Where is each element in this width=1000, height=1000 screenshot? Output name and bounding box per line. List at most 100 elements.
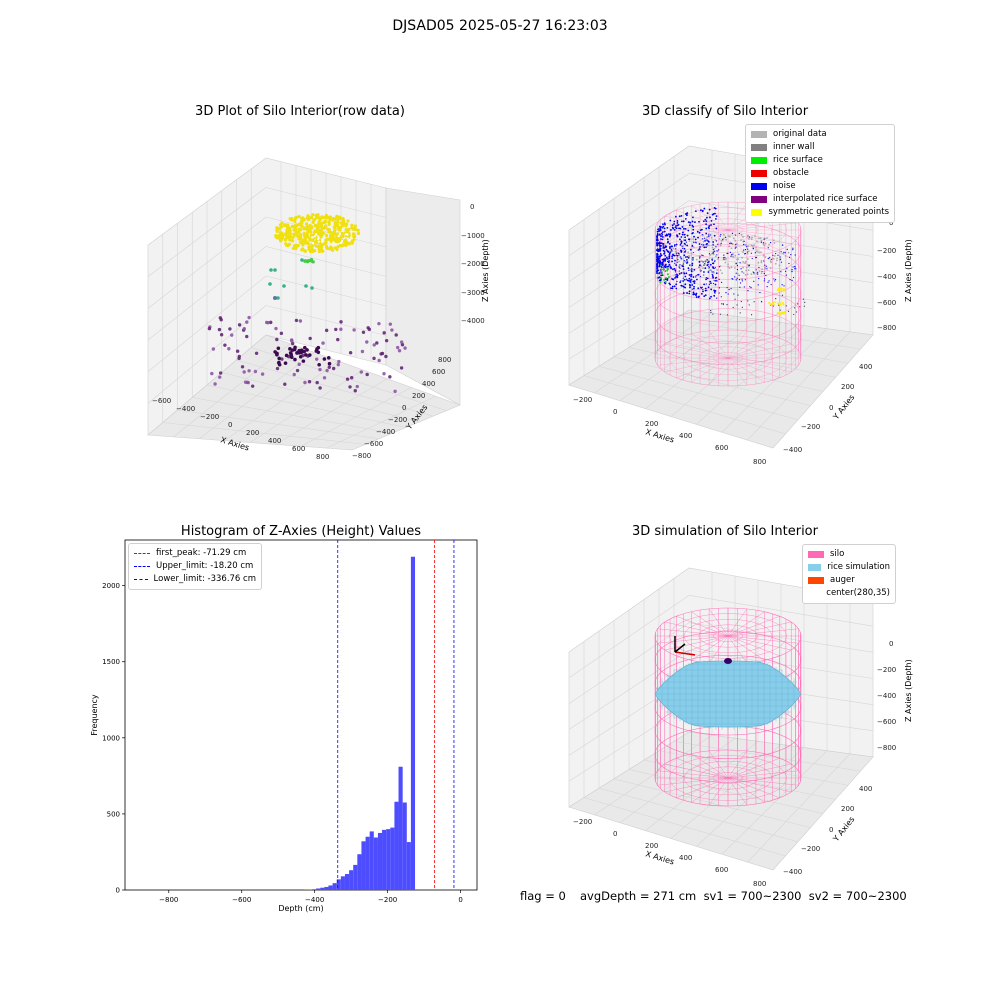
noise-point	[684, 239, 687, 242]
classify-xtick: 200	[645, 420, 658, 428]
silo-spoke	[676, 777, 729, 798]
gridline	[747, 331, 851, 441]
raw-point	[284, 242, 288, 246]
noise-point	[674, 259, 676, 262]
silo-ring	[683, 212, 772, 247]
noise-point	[683, 247, 686, 250]
noise-point	[683, 278, 686, 281]
raw-point	[268, 282, 272, 286]
gridline	[265, 246, 387, 277]
raw-point	[346, 219, 350, 223]
noise-point	[758, 266, 760, 269]
noise-point	[708, 208, 711, 211]
raw-point	[311, 236, 314, 239]
noise-point	[673, 223, 675, 225]
noise-point	[774, 278, 777, 281]
noise-point	[744, 249, 747, 251]
noise-point	[692, 280, 695, 283]
noise-point	[671, 245, 674, 248]
raw-point	[275, 352, 279, 356]
silo-spoke	[727, 635, 780, 656]
histogram-bar	[357, 854, 362, 890]
silo-ring	[683, 618, 772, 653]
noise-point	[770, 283, 772, 286]
noise-point	[683, 239, 685, 241]
noise-point	[711, 275, 714, 278]
histogram-x-axis-label: Depth (cm)	[278, 904, 323, 913]
raw-point	[332, 230, 337, 234]
original-point	[737, 258, 739, 261]
noise-point	[760, 241, 762, 243]
original-point	[742, 240, 745, 243]
raw-point	[302, 231, 306, 235]
noise-point	[717, 243, 719, 245]
noise-point	[682, 220, 685, 223]
raw-point	[286, 236, 290, 240]
gridline	[688, 227, 874, 257]
silo-spoke	[676, 229, 729, 250]
raw-point	[305, 348, 309, 352]
histogram-bar	[402, 802, 407, 890]
noise-point	[710, 219, 713, 222]
raw-point	[347, 242, 351, 246]
original-point	[722, 237, 725, 240]
histogram-bar	[394, 801, 399, 890]
gridline	[688, 595, 874, 627]
noise-point	[686, 244, 689, 247]
silo-spoke	[657, 350, 729, 359]
noise-point	[695, 275, 697, 277]
y-tick-label: 1000	[102, 734, 120, 742]
noise-point	[713, 289, 716, 292]
noise-point	[680, 214, 683, 217]
noise-point	[763, 272, 765, 275]
raw-point	[384, 354, 388, 359]
raw-ztick: −4000	[461, 317, 485, 325]
original-point	[747, 245, 750, 248]
noise-point	[791, 269, 793, 271]
noise-point	[681, 220, 683, 223]
center-marker	[724, 658, 732, 664]
raw-point	[247, 315, 251, 320]
noise-point	[670, 287, 672, 290]
noise-point	[676, 235, 679, 238]
original-point	[702, 240, 705, 243]
noise-point	[678, 270, 680, 272]
noise-point	[716, 276, 718, 279]
legend-label: Upper_limit: -18.20 cm	[156, 561, 254, 571]
raw-point	[285, 224, 290, 228]
classify-ytick: 200	[841, 383, 854, 391]
original-point	[727, 263, 729, 266]
noise-point	[658, 265, 661, 268]
original-point	[682, 261, 685, 264]
noise-point	[747, 235, 749, 237]
raw-point	[375, 341, 379, 345]
noise-point	[664, 223, 666, 226]
raw-point	[310, 244, 314, 248]
raw-point	[355, 384, 359, 389]
noise-point	[712, 243, 714, 246]
silo-ring	[713, 772, 743, 784]
raw-point	[278, 223, 283, 227]
silo-spoke	[691, 753, 729, 779]
noise-point	[794, 254, 796, 256]
noise-point	[733, 293, 735, 295]
noise-point	[764, 264, 766, 266]
silo-spoke	[727, 330, 748, 359]
raw-point	[399, 366, 404, 370]
raw-point	[343, 239, 347, 243]
noise-point	[691, 264, 694, 267]
original-point	[708, 269, 711, 272]
gridline	[275, 378, 388, 445]
raw-point	[341, 223, 345, 228]
histogram-bar	[332, 883, 337, 890]
raw-point	[274, 234, 278, 238]
classify-scatter-points	[656, 206, 806, 316]
legend-item: noise	[751, 180, 889, 193]
legend-label: center(280,35)	[826, 588, 890, 598]
gridline	[568, 282, 690, 360]
original-point	[728, 245, 731, 248]
noise-point	[741, 306, 743, 308]
sim-z-axis-label: Z Axies (Depth)	[904, 659, 913, 722]
gridline	[721, 750, 828, 855]
noise-point	[658, 244, 661, 247]
